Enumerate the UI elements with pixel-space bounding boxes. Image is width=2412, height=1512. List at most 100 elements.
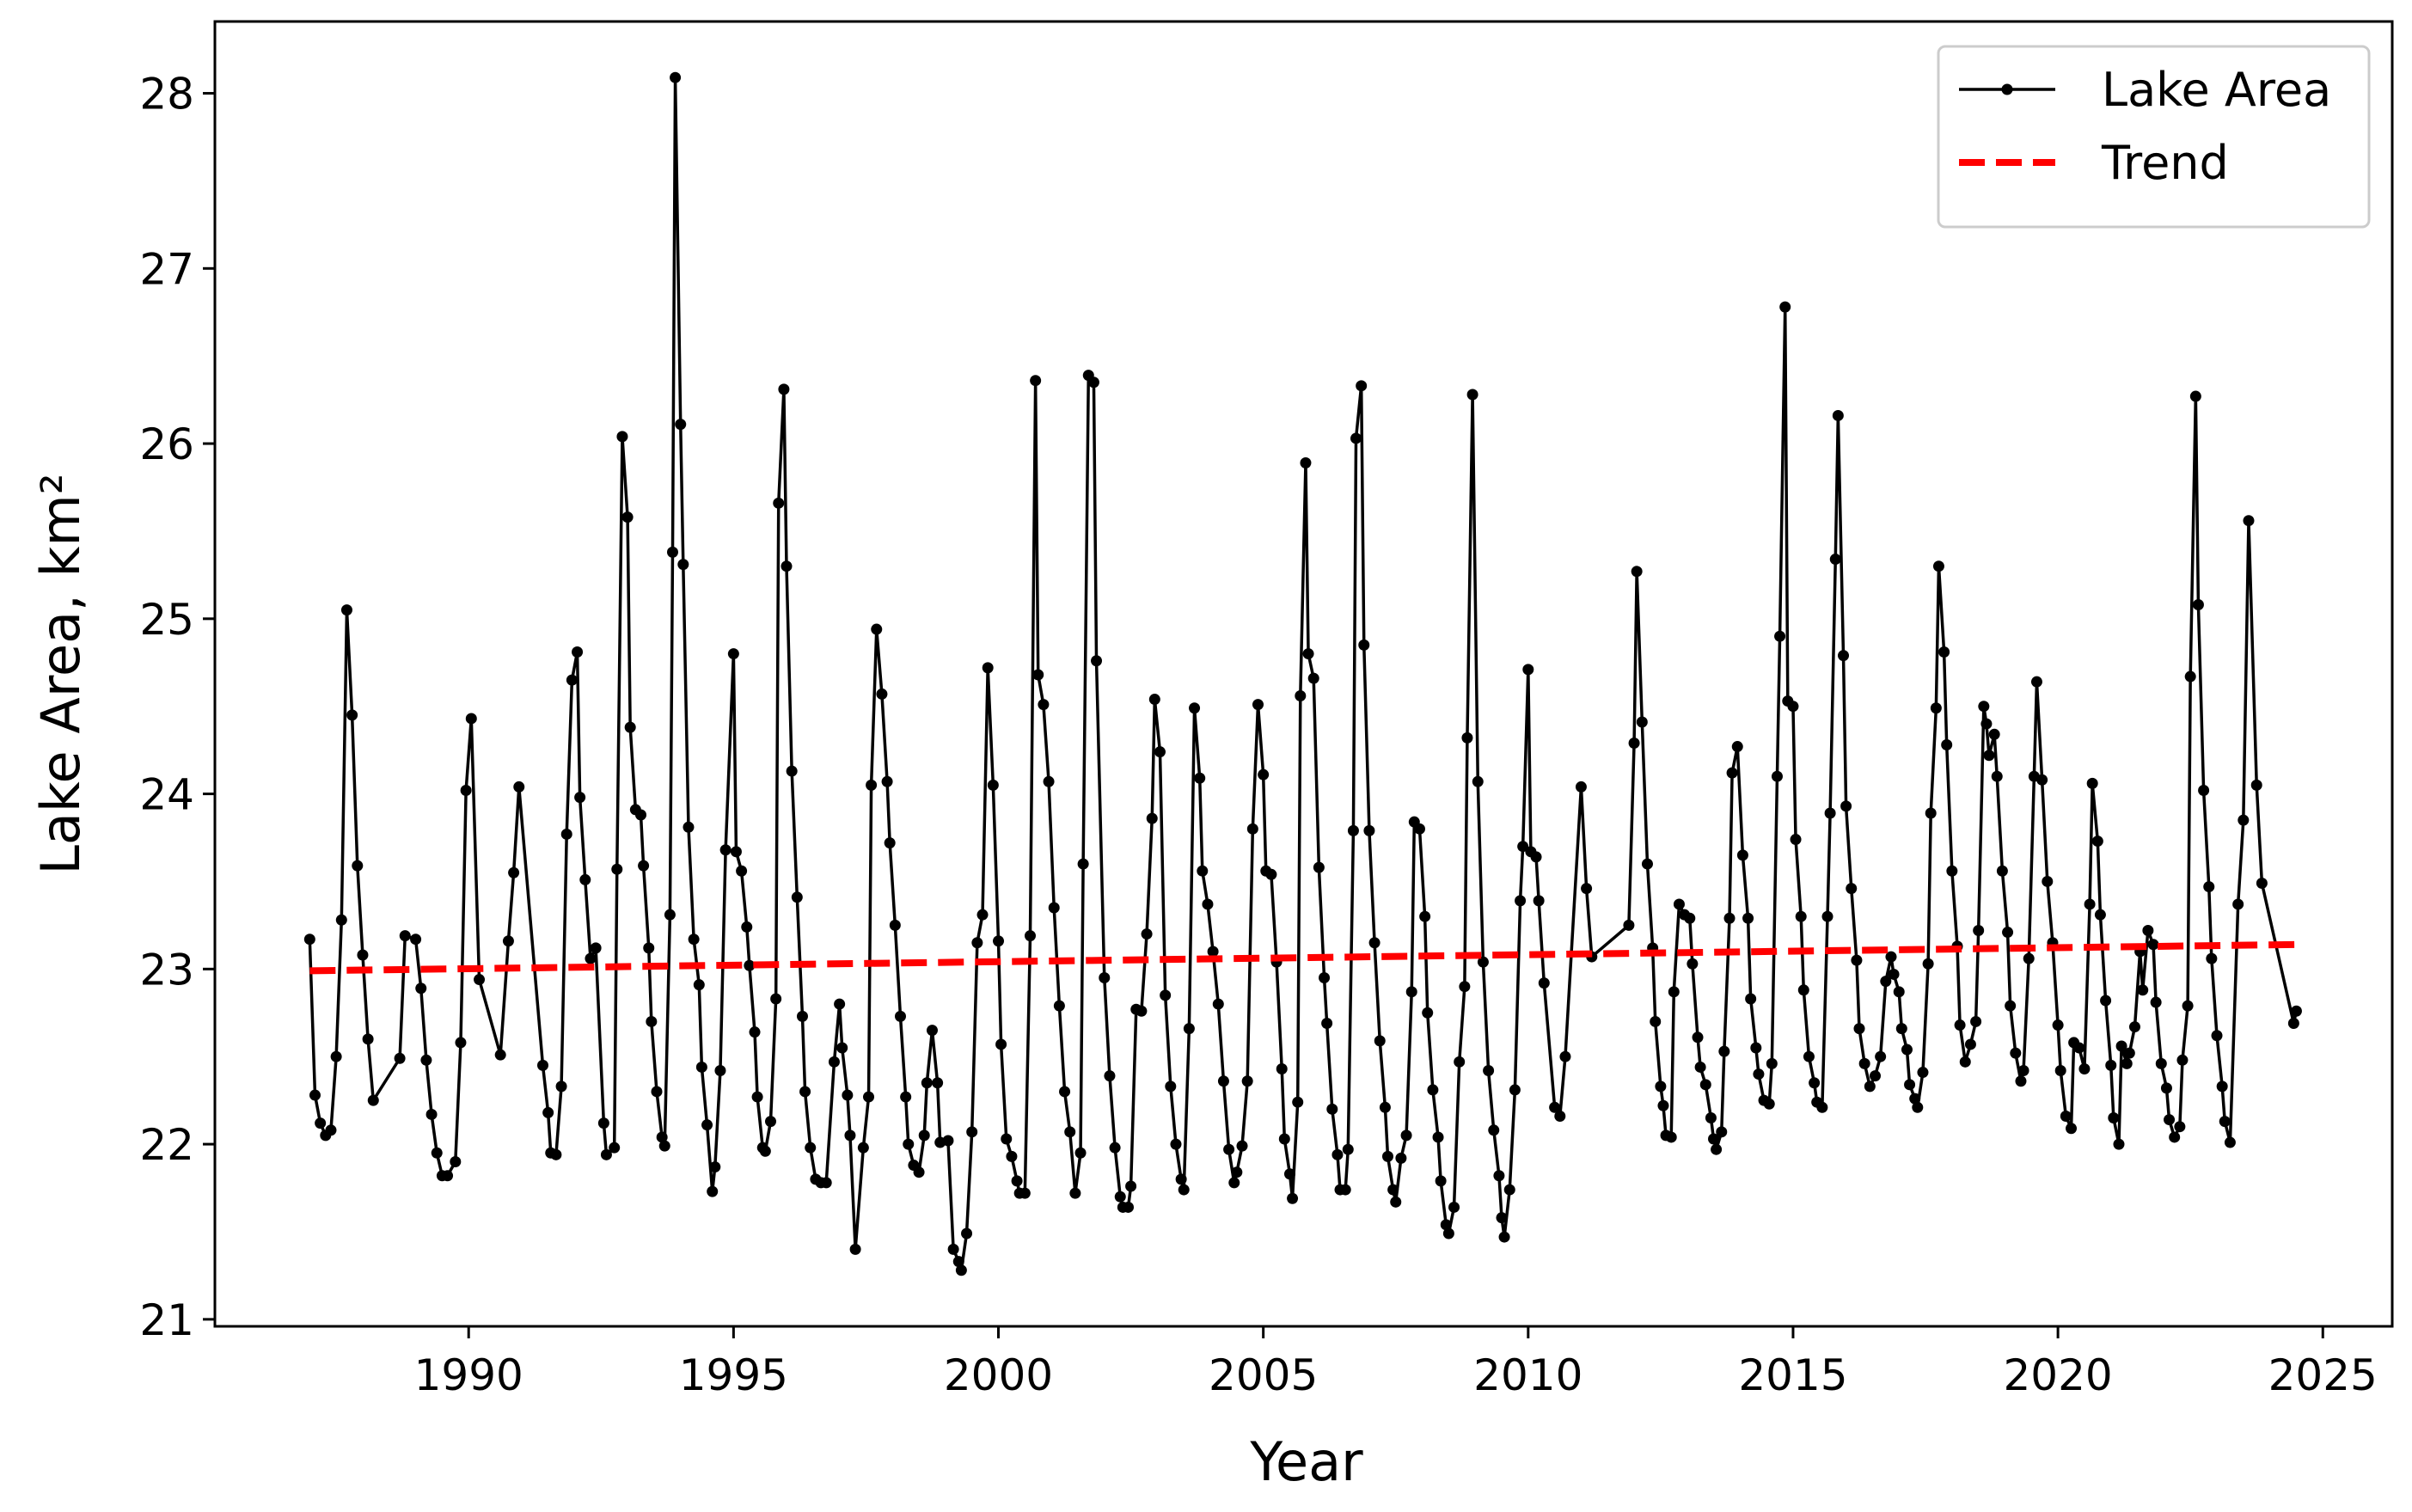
data-point [1011, 1175, 1023, 1187]
data-point [1731, 741, 1743, 753]
data-point [2113, 1138, 2125, 1150]
data-point [1207, 946, 1219, 958]
data-point [2224, 1136, 2236, 1148]
data-point [695, 1061, 707, 1073]
data-point [1763, 1098, 1775, 1110]
x-tick-label: 2010 [1473, 1350, 1582, 1400]
data-point [616, 431, 628, 443]
data-point [1774, 630, 1786, 642]
data-point [1356, 380, 1368, 392]
data-point [1231, 1166, 1243, 1178]
data-point [701, 1119, 713, 1131]
data-point [1024, 930, 1036, 942]
data-point [727, 648, 739, 660]
y-tick-label: 25 [139, 595, 194, 645]
data-point [362, 1033, 374, 1045]
data-point [913, 1166, 925, 1178]
data-point [1930, 702, 1942, 714]
data-point [799, 1086, 811, 1098]
data-point [2017, 1065, 2029, 1077]
data-point [1466, 389, 1478, 401]
data-point [303, 934, 315, 946]
data-point [1019, 1187, 1031, 1199]
data-point [1684, 912, 1696, 924]
data-point [1432, 1131, 1444, 1143]
data-point [961, 1227, 973, 1240]
data-point [2086, 777, 2098, 789]
x-tick-label: 2005 [1209, 1350, 1318, 1400]
data-point [1708, 1133, 1720, 1145]
data-point [651, 1086, 663, 1098]
data-point [536, 1059, 548, 1071]
data-point [1265, 868, 1277, 880]
data-point [1252, 699, 1264, 711]
data-point [1668, 986, 1680, 998]
data-point [1538, 977, 1550, 989]
data-point [1636, 716, 1648, 728]
data-point [947, 1243, 959, 1255]
data-point [2174, 1121, 2186, 1133]
data-point [1726, 767, 1738, 779]
data-point [513, 780, 525, 793]
data-point [1699, 1079, 1711, 1091]
data-point [2066, 1123, 2078, 1135]
data-point [881, 775, 893, 787]
data-point [315, 1117, 327, 1129]
data-point [1331, 1148, 1344, 1160]
data-point [2198, 784, 2210, 796]
data-point [844, 1129, 856, 1142]
data-point [1809, 1077, 1821, 1089]
data-point [1342, 1143, 1354, 1155]
data-point [966, 1126, 978, 1138]
data-point [1493, 1170, 1505, 1182]
data-point [1941, 739, 1953, 751]
data-point [1628, 737, 1640, 749]
data-point [1909, 1093, 1921, 1105]
data-point [1202, 898, 1214, 910]
legend-label: Lake Area [2102, 63, 2331, 117]
data-point [2250, 779, 2262, 791]
data-point [1381, 1150, 1393, 1162]
data-point [2115, 1040, 2127, 1052]
data-point [1454, 1056, 1466, 1068]
data-point [1753, 1068, 1765, 1080]
data-point [1258, 768, 1270, 780]
data-point [1829, 554, 1841, 566]
data-point [1405, 986, 1417, 998]
data-point [352, 860, 364, 872]
data-point [741, 921, 753, 933]
data-point [707, 1185, 719, 1197]
data-point [1125, 1180, 1137, 1192]
data-point [646, 1015, 658, 1027]
data-point [759, 1145, 771, 1157]
data-point [1978, 701, 1990, 713]
data-point [952, 1256, 964, 1268]
data-point [2108, 1112, 2120, 1124]
data-point [1705, 1112, 1717, 1124]
data-point [866, 779, 878, 791]
data-point [624, 721, 636, 733]
data-point [579, 873, 591, 885]
data-point [781, 560, 793, 572]
data-point [714, 1065, 726, 1077]
data-point [1888, 968, 1900, 980]
data-point [574, 792, 586, 804]
data-point [1687, 958, 1699, 970]
data-point [889, 919, 901, 931]
data-point [460, 784, 472, 796]
data-point [635, 809, 647, 821]
data-point [1217, 1075, 1229, 1087]
data-point [1043, 775, 1055, 787]
data-point [1339, 1184, 1351, 1196]
data-point [1194, 772, 1206, 784]
data-point [693, 979, 705, 991]
data-point [1742, 912, 1754, 924]
data-point [1442, 1227, 1454, 1240]
data-point [1048, 902, 1060, 914]
data-point [1374, 1035, 1386, 1047]
data-point [399, 930, 411, 942]
data-point [1091, 655, 1103, 667]
data-point [2182, 1000, 2194, 1012]
data-point [465, 713, 477, 725]
data-point [1077, 858, 1089, 870]
